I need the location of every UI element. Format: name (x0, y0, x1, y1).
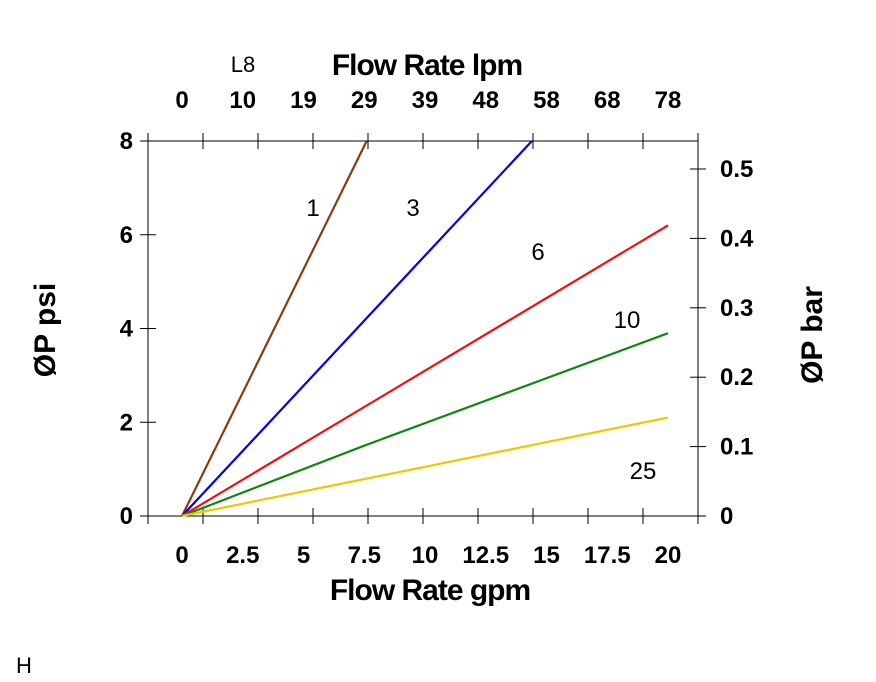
series-label-6: 6 (531, 239, 544, 266)
y-axis-title: ØP psi (29, 283, 62, 377)
x-tick-label: 15 (533, 542, 560, 569)
x2-tick-label: 29 (351, 87, 378, 114)
series-label-10: 10 (614, 307, 641, 334)
series-line-6 (181, 224, 669, 517)
x2-tick-label: 48 (472, 87, 499, 114)
x-axis-title: Flow Rate gpm (330, 574, 530, 607)
footer-label: H (16, 653, 32, 678)
y2-tick-label: 0 (720, 503, 733, 530)
y2-axis-title: ØP bar (796, 286, 829, 384)
x-tick-label: 7.5 (348, 542, 381, 569)
series-label-25: 25 (630, 458, 657, 485)
x-tick-label: 10 (412, 542, 439, 569)
x2-tick-label: 58 (533, 87, 560, 114)
series-label-3: 3 (406, 195, 419, 222)
y2-tick-label: 0.5 (720, 156, 753, 183)
corner-label: L8 (231, 52, 255, 77)
y2-tick-label: 0.3 (720, 295, 753, 322)
series-line-10 (181, 332, 669, 518)
x-tick-label: 2.5 (226, 542, 259, 569)
x2-tick-label: 10 (229, 87, 256, 114)
x2-tick-label: 39 (412, 87, 439, 114)
y-tick-label: 8 (120, 128, 133, 155)
x2-tick-label: 68 (594, 87, 621, 114)
y-tick-label: 2 (120, 409, 133, 436)
x-tick-label: 0 (175, 542, 188, 569)
series-line-25 (181, 416, 669, 518)
y2-tick-label: 0.1 (720, 434, 753, 461)
x2-tick-label: 19 (290, 87, 317, 114)
x-tick-label: 20 (655, 542, 682, 569)
x-tick-label: 17.5 (584, 542, 631, 569)
series-label-1: 1 (306, 195, 319, 222)
x2-tick-label: 78 (655, 87, 682, 114)
x-tick-label: 12.5 (462, 542, 509, 569)
series-line-1 (181, 140, 368, 517)
series-line-3 (181, 140, 533, 517)
y2-tick-label: 0.2 (720, 364, 753, 391)
x2-axis-title: Flow Rate lpm (332, 49, 522, 82)
y-tick-label: 0 (120, 503, 133, 530)
x2-tick-label: 0 (175, 87, 188, 114)
y2-tick-label: 0.4 (720, 225, 754, 252)
y-tick-label: 4 (120, 316, 134, 343)
y-tick-label: 6 (120, 222, 133, 249)
x-tick-label: 5 (297, 542, 310, 569)
